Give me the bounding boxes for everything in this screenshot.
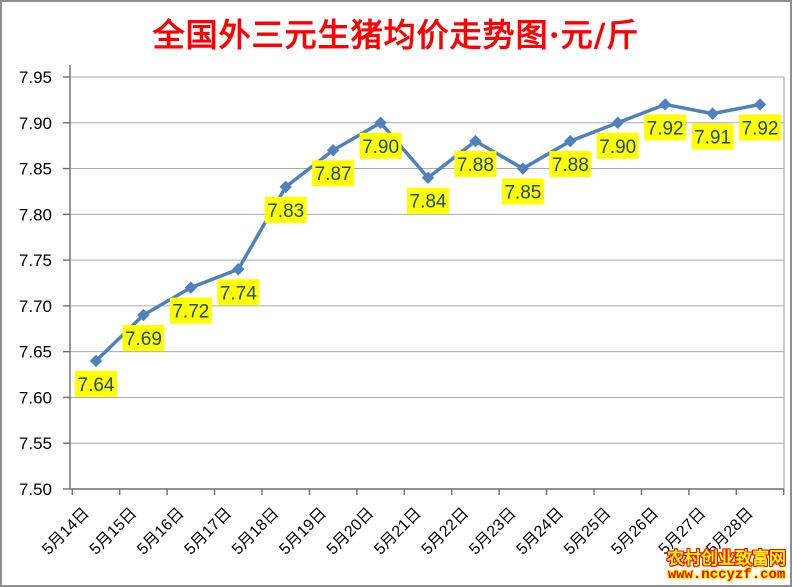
y-axis-tick-label: 7.75 — [19, 251, 52, 270]
watermark-site-url[interactable]: www.nccyzf.com — [667, 567, 786, 584]
y-axis-tick-label: 7.55 — [19, 434, 52, 453]
x-axis-tick-label: 5月24日 — [514, 505, 568, 559]
data-label-value: 7.88 — [457, 155, 494, 176]
y-axis-tick-label: 7.70 — [19, 297, 52, 316]
data-point-marker — [89, 354, 103, 368]
data-label-bg — [122, 325, 165, 352]
y-axis-tick-label: 7.60 — [19, 388, 52, 407]
y-axis-tick-label: 7.65 — [19, 343, 52, 362]
y-axis-tick-label: 7.95 — [19, 68, 52, 87]
data-label-value: 7.92 — [742, 118, 779, 139]
data-label-bg — [359, 132, 402, 159]
data-point-marker — [374, 116, 387, 129]
data-label-value: 7.69 — [125, 329, 162, 350]
x-axis-tick-label: 5月15日 — [87, 505, 141, 559]
data-point-marker — [564, 134, 577, 148]
x-axis-tick-label: 5月25日 — [561, 505, 615, 559]
x-axis-tick-label: 5月14日 — [39, 505, 93, 559]
data-point-marker — [184, 281, 198, 294]
data-label-bg — [644, 114, 687, 141]
data-point-marker — [611, 116, 624, 129]
data-point-marker — [421, 171, 435, 184]
data-label-value: 7.84 — [410, 192, 447, 213]
watermark-site-name: 农村创业致富网 — [667, 549, 786, 569]
data-point-marker — [137, 308, 150, 322]
data-label-value: 7.85 — [504, 183, 541, 204]
data-point-marker — [279, 180, 292, 194]
y-axis-tick-label: 7.80 — [19, 205, 52, 224]
data-label-bg — [739, 114, 781, 141]
data-label-bg — [264, 196, 307, 223]
data-point-marker — [232, 263, 245, 276]
data-label-value: 7.83 — [267, 201, 304, 222]
data-point-marker — [706, 107, 719, 120]
data-label-bg — [217, 279, 260, 306]
data-point-marker — [326, 144, 340, 157]
data-label-value: 7.72 — [172, 302, 209, 323]
data-label-bg — [169, 297, 212, 324]
data-label-value: 7.87 — [315, 164, 352, 185]
data-point-marker — [469, 134, 482, 148]
data-label-value: 7.90 — [599, 137, 636, 158]
data-label-bg — [454, 151, 497, 178]
x-axis-tick-label: 5月16日 — [134, 505, 188, 559]
x-axis-tick-label: 5月17日 — [182, 505, 236, 559]
x-axis-tick-label: 5月19日 — [276, 505, 330, 559]
data-label-bg — [596, 132, 639, 159]
data-label-value: 7.91 — [694, 128, 731, 149]
x-axis-tick-label: 5月18日 — [229, 505, 283, 559]
data-label-bg — [691, 123, 734, 150]
data-label-value: 7.90 — [362, 137, 399, 158]
data-label-value: 7.88 — [552, 155, 589, 176]
y-axis-tick-label: 7.50 — [19, 480, 52, 499]
x-axis-tick-label: 5月23日 — [466, 505, 520, 559]
x-axis-tick-label: 5月26日 — [608, 505, 662, 559]
data-label-bg — [501, 178, 544, 205]
data-point-marker — [516, 162, 530, 175]
data-label-value: 7.92 — [647, 118, 684, 139]
y-axis-tick-label: 7.85 — [19, 160, 52, 179]
watermark: 农村创业致富网 www.nccyzf.com — [667, 550, 786, 583]
data-label-bg — [75, 370, 117, 397]
data-label-value: 7.64 — [78, 375, 115, 396]
x-axis-tick-label: 5月22日 — [419, 505, 473, 559]
x-axis-tick-label: 5月20日 — [324, 505, 378, 559]
data-label-bg — [549, 151, 592, 178]
x-axis-tick-label: 5月21日 — [371, 505, 425, 559]
data-point-marker — [658, 98, 672, 111]
data-label-bg — [312, 160, 355, 187]
data-label-bg — [407, 187, 449, 214]
data-point-marker — [753, 98, 767, 111]
y-axis-tick-label: 7.90 — [19, 114, 52, 133]
data-label-value: 7.74 — [220, 283, 257, 304]
chart-title: 全国外三元生猪均价走势图·元/斤 — [152, 16, 640, 54]
